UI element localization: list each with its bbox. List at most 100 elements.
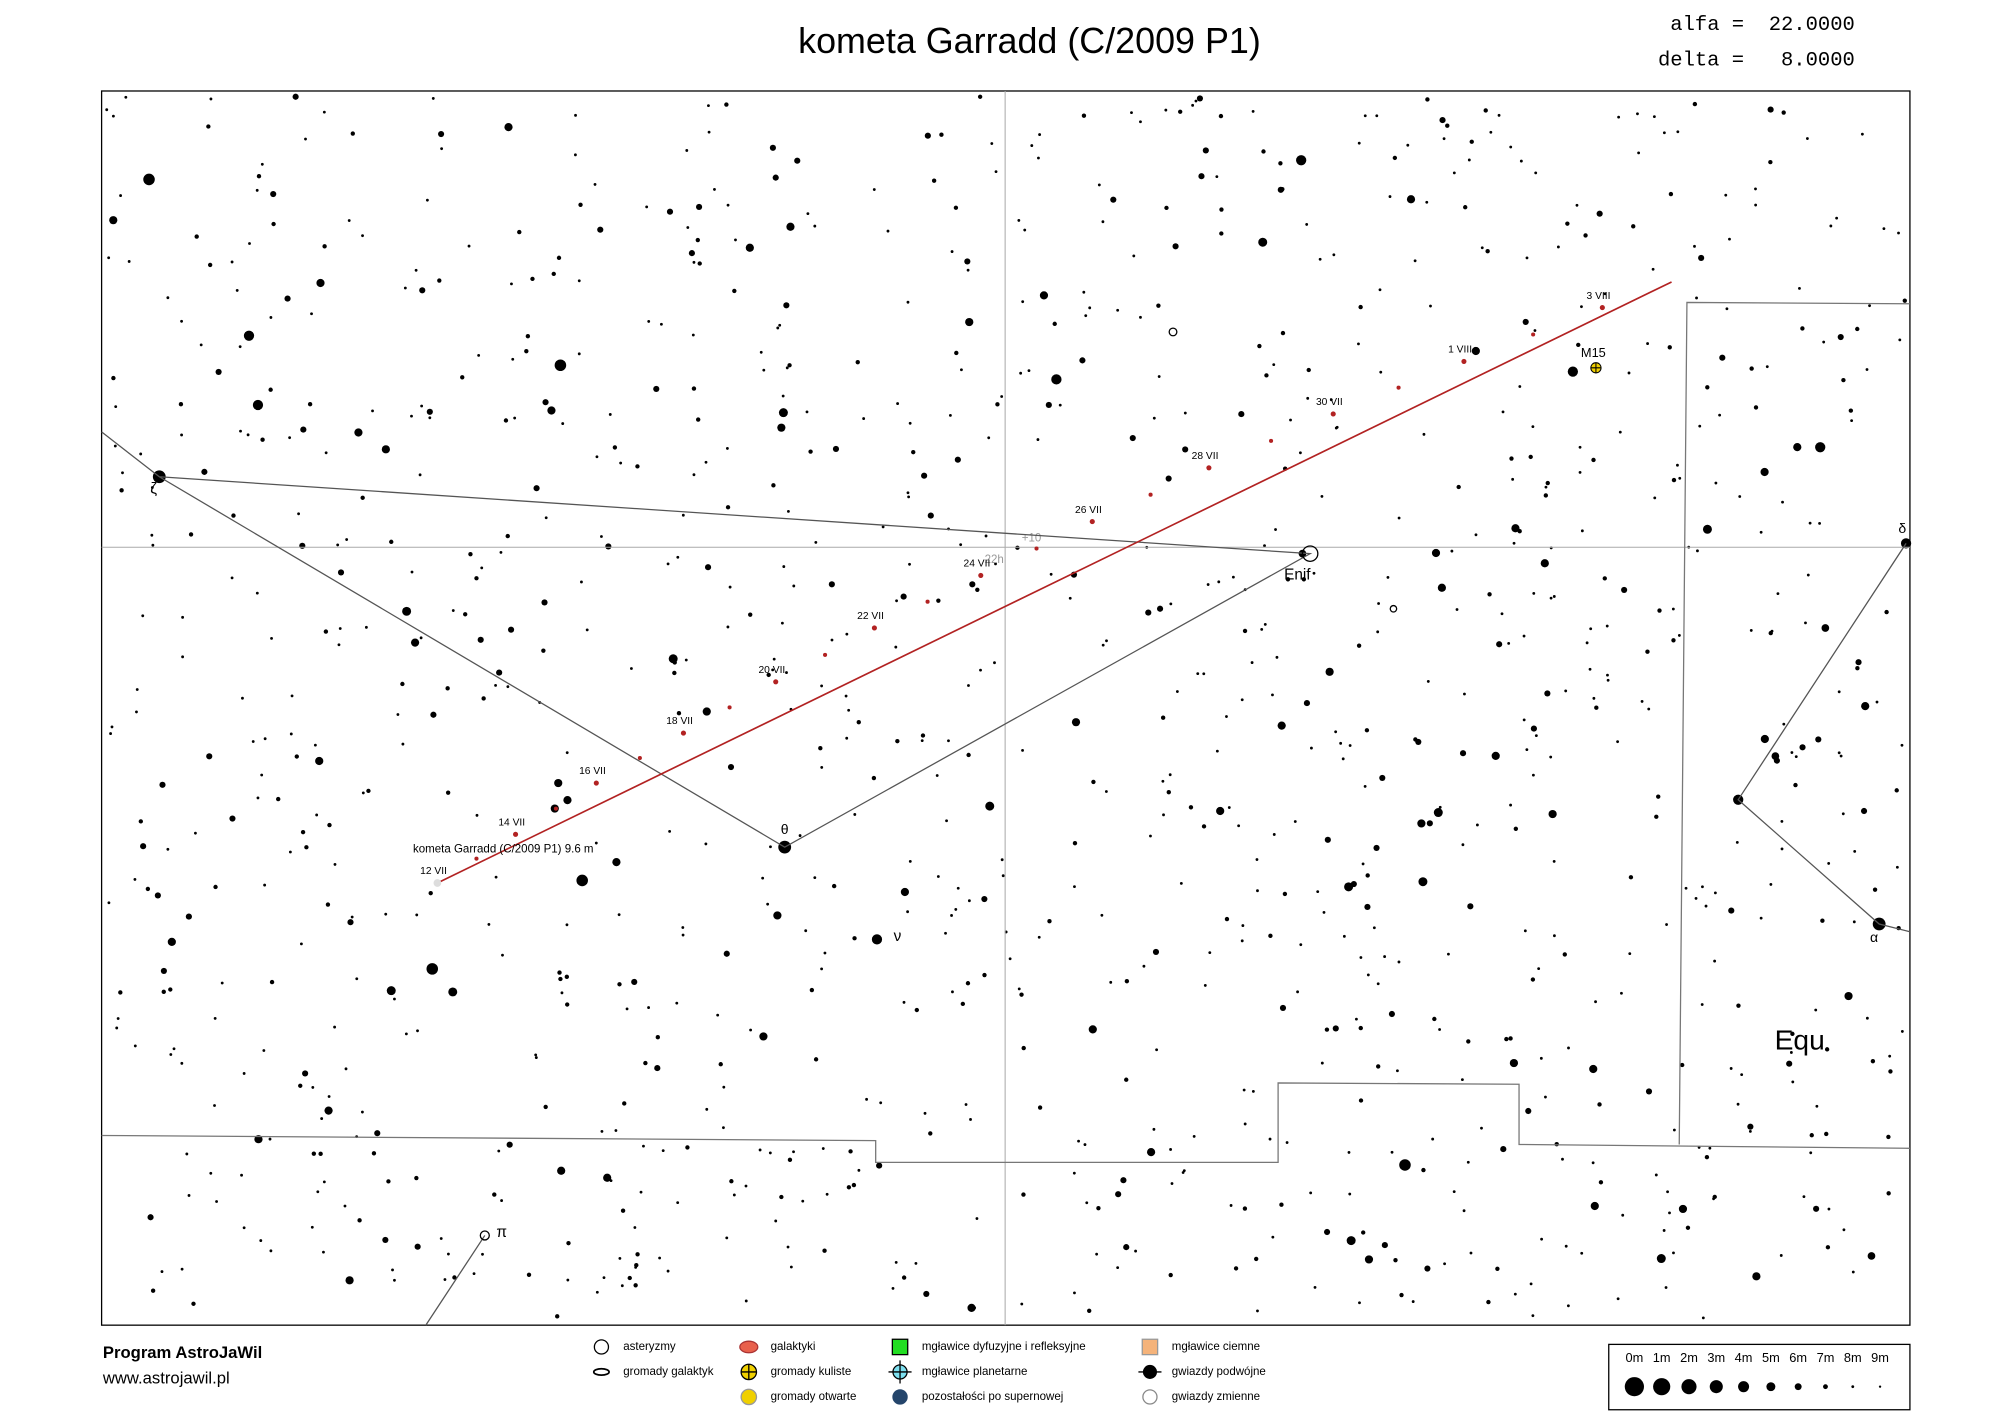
star <box>705 1107 709 1111</box>
star <box>1531 425 1535 429</box>
star <box>503 418 509 423</box>
date-label: 22 VII <box>857 611 884 622</box>
star <box>924 132 931 139</box>
star <box>393 997 396 1001</box>
star <box>779 1194 784 1200</box>
star <box>1839 754 1843 758</box>
star <box>1511 477 1515 481</box>
star <box>323 629 329 634</box>
star <box>1597 1102 1602 1107</box>
star <box>1549 596 1553 600</box>
star <box>1417 819 1426 828</box>
star <box>310 312 313 316</box>
star <box>808 449 813 454</box>
star <box>431 97 435 100</box>
star <box>595 1290 599 1294</box>
star <box>1594 1000 1597 1004</box>
star <box>460 375 465 380</box>
star <box>260 162 264 166</box>
star <box>425 198 429 202</box>
star <box>1206 583 1210 586</box>
star <box>954 456 961 463</box>
star <box>477 636 484 643</box>
star <box>1631 224 1636 229</box>
constellation-lines <box>101 431 1911 1326</box>
star <box>1815 736 1822 743</box>
star <box>500 1199 504 1203</box>
star <box>1452 171 1456 175</box>
star <box>311 1151 317 1156</box>
star <box>1471 346 1480 356</box>
star <box>1738 495 1742 498</box>
star <box>792 584 796 588</box>
star <box>920 739 924 743</box>
star <box>1383 955 1387 958</box>
star <box>1084 314 1088 318</box>
star <box>931 178 937 183</box>
star <box>1713 959 1717 963</box>
bright-star <box>143 173 155 186</box>
star <box>1139 120 1142 124</box>
star <box>1704 1154 1710 1160</box>
star <box>1219 231 1224 236</box>
star <box>238 345 242 349</box>
star <box>813 1057 819 1062</box>
star <box>981 895 988 903</box>
star <box>1240 698 1244 702</box>
comet-position <box>512 831 519 837</box>
stars <box>105 93 1912 1320</box>
star <box>530 276 535 282</box>
star <box>1379 774 1386 781</box>
star <box>1480 246 1484 250</box>
star <box>1264 373 1269 378</box>
star <box>617 913 621 917</box>
star <box>206 753 213 760</box>
star <box>891 1286 895 1290</box>
star <box>744 1184 748 1188</box>
star <box>1822 340 1826 344</box>
star <box>1257 343 1262 349</box>
star <box>1513 826 1519 831</box>
star <box>1251 1089 1255 1093</box>
star-label: π <box>496 1224 507 1241</box>
star <box>115 1026 119 1030</box>
star <box>316 1190 320 1194</box>
star <box>725 447 729 450</box>
star <box>1800 326 1805 331</box>
star <box>220 981 224 985</box>
star <box>496 669 503 676</box>
star <box>1617 115 1621 119</box>
star <box>1023 228 1027 232</box>
star <box>630 667 633 670</box>
star <box>1898 338 1902 342</box>
star <box>725 505 731 510</box>
star <box>1718 413 1722 417</box>
star <box>1672 1251 1675 1255</box>
star <box>209 97 213 101</box>
star <box>1671 607 1675 611</box>
star <box>541 599 548 606</box>
star <box>288 850 292 854</box>
star <box>1139 315 1142 319</box>
star <box>213 884 218 890</box>
legend-icon <box>592 1367 610 1376</box>
star <box>1806 573 1810 577</box>
star <box>1021 748 1024 752</box>
star <box>1589 1064 1598 1074</box>
star <box>1805 137 1809 140</box>
star <box>1496 641 1503 648</box>
star <box>647 320 651 323</box>
star <box>768 1151 772 1155</box>
star <box>1841 377 1846 383</box>
star <box>1754 203 1758 207</box>
star <box>1781 500 1784 504</box>
star <box>761 876 765 880</box>
star <box>404 1032 408 1036</box>
star <box>965 317 974 327</box>
star <box>688 250 695 257</box>
star-label: α <box>1870 929 1878 945</box>
star <box>1438 805 1442 809</box>
bright-star <box>402 606 412 616</box>
star <box>722 1126 725 1130</box>
star <box>327 822 332 828</box>
